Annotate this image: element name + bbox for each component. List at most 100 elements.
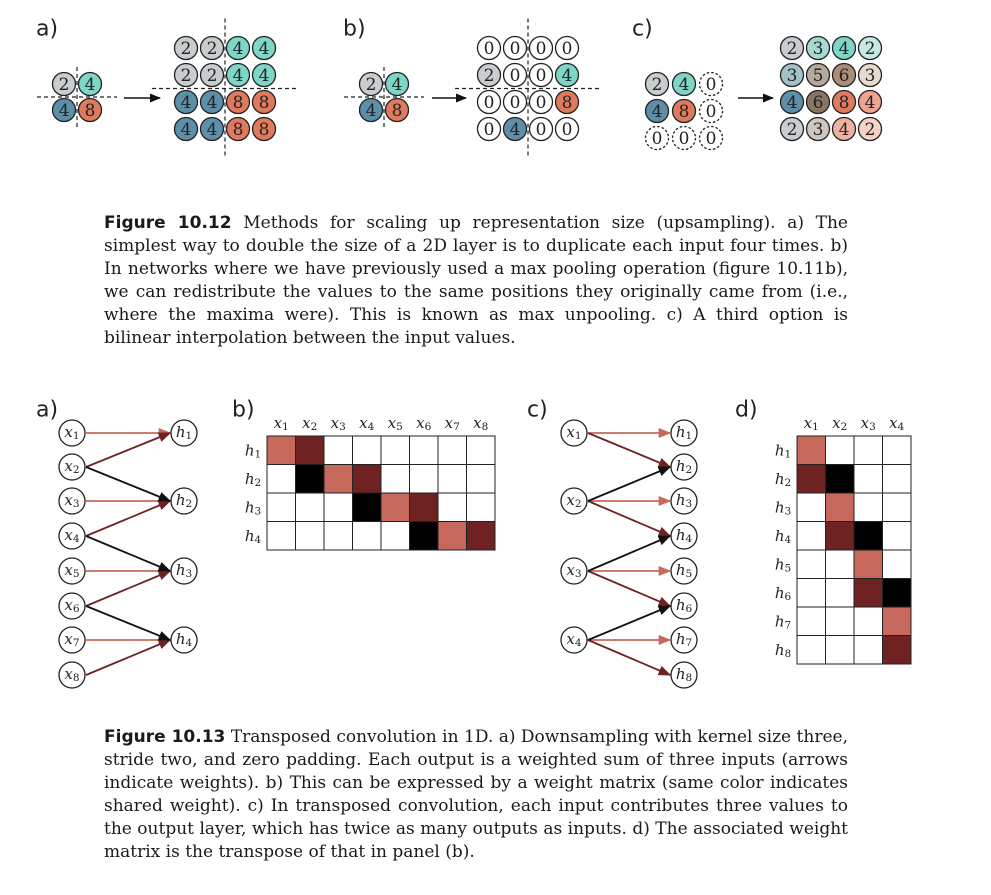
value-cell: 0 <box>554 116 580 142</box>
matrix-cell <box>409 435 439 465</box>
matrix-col-label: x8 <box>473 414 488 433</box>
value-cell: 8 <box>831 89 857 115</box>
value-cell: 0 <box>502 89 528 115</box>
value-text: 8 <box>233 120 244 140</box>
matrix-row-label: h4 <box>245 527 262 546</box>
node-circle <box>58 592 86 620</box>
graph-node: h1 <box>670 419 698 447</box>
matrix-cell <box>380 435 410 465</box>
node-label: x1 <box>64 423 79 442</box>
value-circle <box>857 62 883 88</box>
value-circle <box>554 116 580 142</box>
matrix-col-label: x1 <box>274 414 289 433</box>
value-circle <box>225 116 251 142</box>
value-text: 0 <box>484 93 495 113</box>
value-circle <box>528 35 554 61</box>
value-text: 2 <box>787 120 798 140</box>
matrix-cell <box>295 464 325 494</box>
matrix-col-label: x3 <box>331 414 346 433</box>
matrix-cell <box>466 464 496 494</box>
value-text: 4 <box>562 66 573 86</box>
node-label: x4 <box>64 526 79 545</box>
value-text: 4 <box>510 120 521 140</box>
matrix-cell <box>352 435 382 465</box>
value-cell: 8 <box>225 89 251 115</box>
value-cell: 4 <box>225 35 251 61</box>
weight-arrow <box>587 466 672 502</box>
value-cell: 2 <box>358 71 384 97</box>
graph-node: h6 <box>670 592 698 620</box>
value-text: 6 <box>839 66 850 86</box>
matrix-cell <box>825 549 855 579</box>
value-cell: 4 <box>51 97 77 123</box>
weight-arrow <box>85 432 172 468</box>
weight-arrow <box>587 535 672 572</box>
value-text: 2 <box>787 39 798 59</box>
matrix-cell <box>295 521 325 551</box>
matrix-cell <box>796 549 826 579</box>
value-text: 4 <box>59 101 70 121</box>
value-circle <box>358 97 384 123</box>
value-circle <box>384 97 410 123</box>
value-text: 3 <box>813 39 824 59</box>
value-cell: 3 <box>805 116 831 142</box>
value-text: 4 <box>181 93 192 113</box>
graph-node: h3 <box>170 557 198 585</box>
node-label: h8 <box>676 665 692 684</box>
node-circle <box>58 419 86 447</box>
value-text: 3 <box>787 66 798 86</box>
figure-10-13-caption-text: Transposed convolution in 1D. a) Downsam… <box>104 727 848 862</box>
node-label: h4 <box>676 526 693 545</box>
value-cell: 0 <box>671 125 697 151</box>
matrix-cell <box>796 521 826 551</box>
matrix-col-label: x6 <box>416 414 431 433</box>
matrix-cell <box>853 549 883 579</box>
value-text: 4 <box>652 102 663 122</box>
value-text: 0 <box>536 66 547 86</box>
value-circle <box>779 89 805 115</box>
value-cell: 0 <box>698 98 724 124</box>
value-circle <box>805 35 831 61</box>
value-text: 2 <box>865 39 876 59</box>
value-cell: 2 <box>476 62 502 88</box>
panel-label-13a: a) <box>36 398 58 423</box>
matrix-col-label: x5 <box>388 414 403 433</box>
value-circle <box>199 35 225 61</box>
matrix-cell <box>882 492 912 522</box>
value-cell: 2 <box>51 71 77 97</box>
value-text: 0 <box>536 39 547 59</box>
matrix-cell <box>882 606 912 636</box>
value-cell: 3 <box>805 35 831 61</box>
value-circle <box>698 71 724 97</box>
value-circle <box>857 89 883 115</box>
matrix-cell <box>409 464 439 494</box>
graph-node: x2 <box>58 453 86 481</box>
value-cell: 4 <box>225 62 251 88</box>
graph-node: x4 <box>560 626 588 654</box>
node-label: h4 <box>176 630 193 649</box>
value-cell: 4 <box>644 98 670 124</box>
weight-arrow <box>85 466 172 502</box>
matrix-cell <box>853 464 883 494</box>
value-text: 4 <box>839 39 850 59</box>
value-cell: 2 <box>779 116 805 142</box>
value-text: 8 <box>679 102 690 122</box>
value-text: 8 <box>233 93 244 113</box>
matrix-col-label: x4 <box>889 414 904 433</box>
graph-node: x8 <box>58 661 86 689</box>
value-cell: 4 <box>857 89 883 115</box>
value-circle <box>857 35 883 61</box>
node-circle <box>560 557 588 585</box>
value-text: 4 <box>259 66 270 86</box>
matrix-col-label: x3 <box>861 414 876 433</box>
matrix-cell <box>882 521 912 551</box>
matrix-cell <box>796 464 826 494</box>
value-text: 0 <box>510 39 521 59</box>
matrix-cell <box>437 492 467 522</box>
value-circle <box>644 71 670 97</box>
matrix-row-label: h3 <box>775 498 791 517</box>
value-text: 4 <box>233 39 244 59</box>
graph-node: h2 <box>670 453 698 481</box>
matrix-cell <box>853 492 883 522</box>
matrix-cell <box>825 492 855 522</box>
